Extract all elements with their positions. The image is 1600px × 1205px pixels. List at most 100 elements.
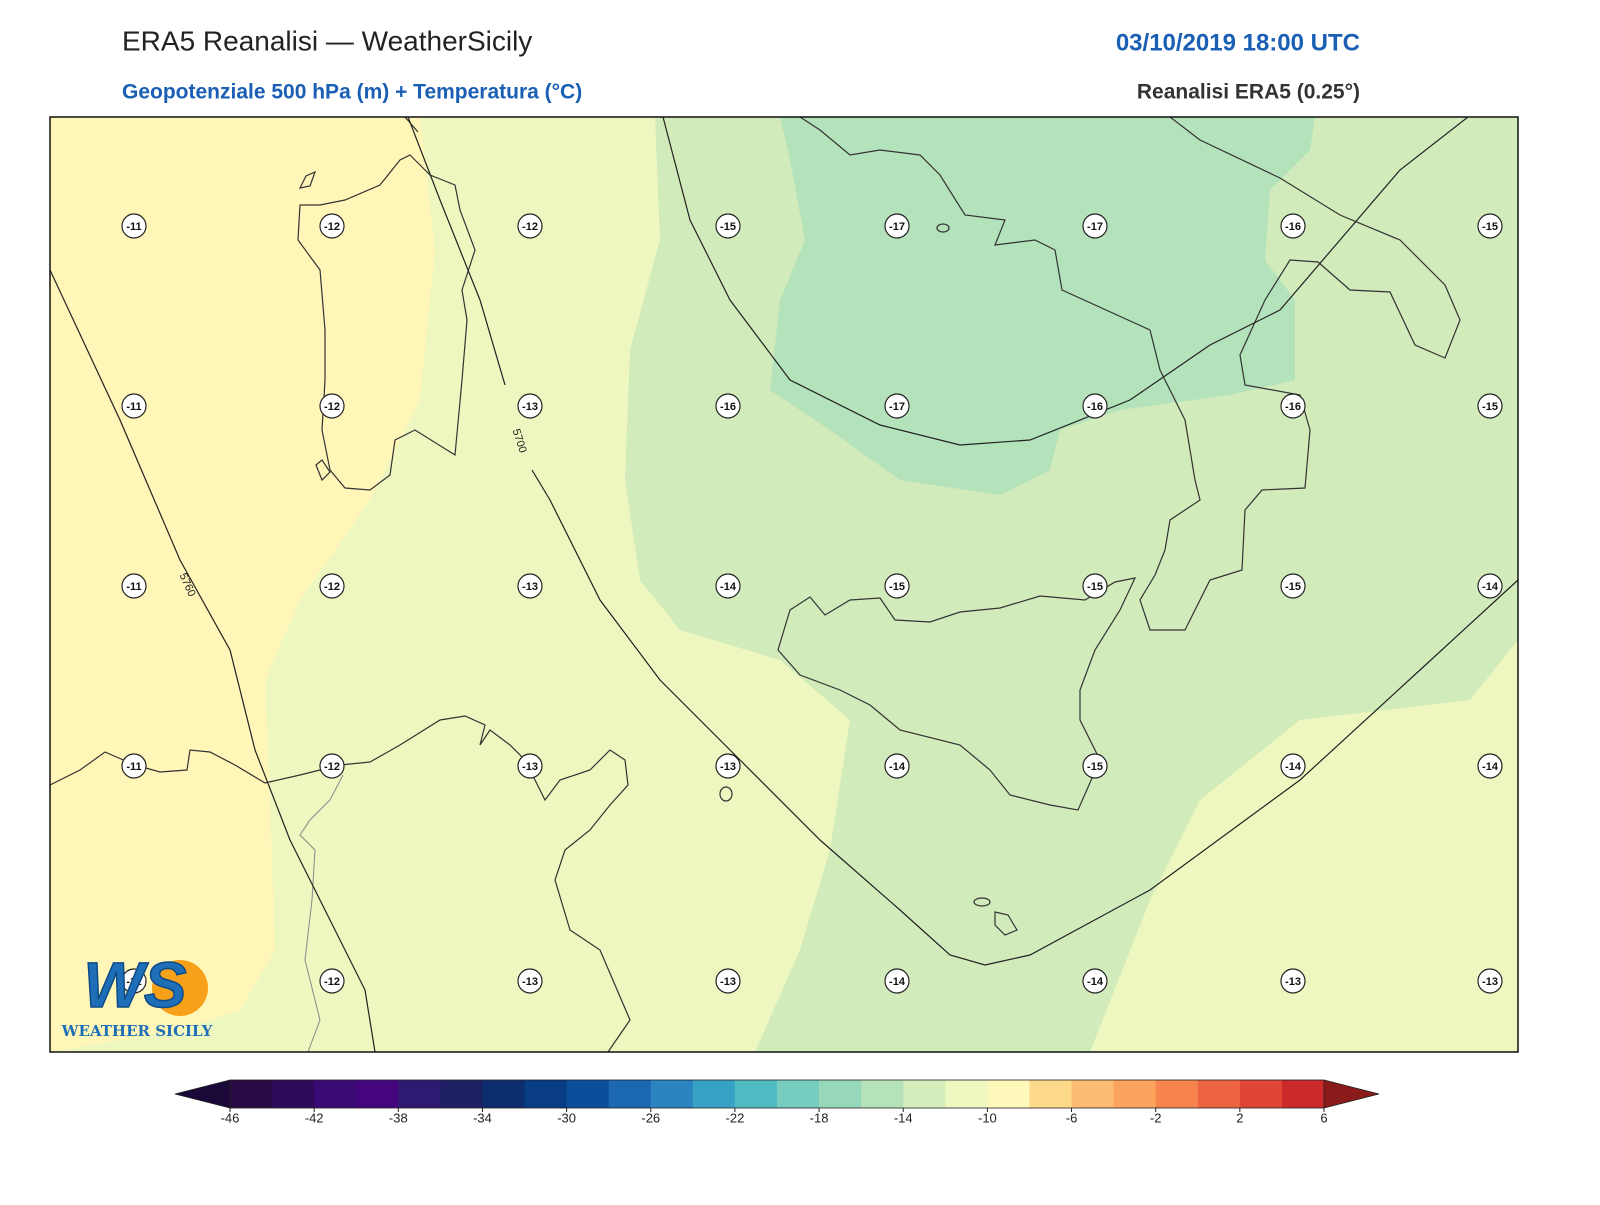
station-temp: -16 xyxy=(1285,221,1301,233)
station-temp: -17 xyxy=(889,221,905,233)
station-marker xyxy=(1082,213,1108,239)
station-temp: -11 xyxy=(126,581,141,593)
border xyxy=(299,774,344,1052)
colorbar-tick-label: -30 xyxy=(557,1110,576,1125)
colorbar-segment xyxy=(819,1080,862,1108)
colorbar-segment xyxy=(861,1080,904,1108)
station-marker xyxy=(319,753,345,779)
isohypse xyxy=(662,117,1469,446)
station-temp: -12 xyxy=(324,581,340,593)
colorbar-segment xyxy=(777,1080,820,1108)
station-temp: -12 xyxy=(324,976,340,988)
colorbar-tick-label: -18 xyxy=(810,1110,829,1125)
station-temp: -15 xyxy=(1087,581,1103,593)
station-marker xyxy=(517,213,543,239)
station-temp: -13 xyxy=(522,581,538,593)
colorbar-segment xyxy=(1029,1080,1073,1108)
stations: -11 -12 -12 -15 -17 -17 -16 -15 -11 -12 -13 -16 -17 -… xyxy=(121,213,1503,994)
station-marker xyxy=(517,393,543,419)
station-marker xyxy=(1477,968,1503,994)
colorbar-tick-label: -38 xyxy=(389,1110,408,1125)
datetime: 03/10/2019 18:00 UTC xyxy=(1116,29,1360,56)
station-temp: -16 xyxy=(720,401,736,413)
station-temp: -14 xyxy=(889,976,906,988)
station-temp: -15 xyxy=(889,581,905,593)
station-marker xyxy=(1477,573,1503,599)
logo-text: WEATHER SICILY xyxy=(61,1022,213,1040)
colorbar-tick-label: 2 xyxy=(1236,1110,1243,1125)
station-marker xyxy=(1477,213,1503,239)
station-marker xyxy=(1280,213,1306,239)
colorbar-frame xyxy=(229,1079,1325,1109)
colorbar-extend xyxy=(174,1079,231,1109)
station-temp: -17 xyxy=(1087,221,1103,233)
coastline xyxy=(777,577,1137,811)
map-frame xyxy=(49,116,1519,1053)
station-marker xyxy=(1280,393,1306,419)
logo-sun xyxy=(152,960,208,1016)
station-temp: -12 xyxy=(324,761,340,773)
station-marker xyxy=(884,753,910,779)
colorbar-segment xyxy=(398,1080,441,1108)
colorbar-segment xyxy=(230,1080,273,1108)
station-marker xyxy=(121,213,147,239)
colorbar-tick-label: -2 xyxy=(1150,1110,1162,1125)
island xyxy=(719,786,733,802)
coastline xyxy=(799,117,1461,631)
colorbar-segment xyxy=(1197,1080,1241,1108)
station-temp: -14 xyxy=(1087,976,1104,988)
colorbar-segment xyxy=(1113,1080,1157,1108)
colorbar-segment xyxy=(1281,1080,1325,1108)
station-temp: -14 xyxy=(1482,761,1499,773)
colorbar-segment xyxy=(314,1080,357,1108)
station-marker xyxy=(1082,573,1108,599)
station-temp: -15 xyxy=(1482,401,1498,413)
station-marker xyxy=(121,573,147,599)
station-marker xyxy=(121,968,147,994)
station-temp: -15 xyxy=(1285,581,1301,593)
source: Reanalisi ERA5 (0.25°) xyxy=(1137,81,1360,104)
logo: WS WEATHER SICILY xyxy=(61,948,213,1040)
station-temp: -14 xyxy=(720,581,737,593)
coastline xyxy=(50,715,631,1052)
station-marker xyxy=(1082,968,1108,994)
logo-mark: WS xyxy=(83,949,186,1021)
station-temp: -15 xyxy=(720,221,736,233)
subtitle: Geopotenziale 500 hPa (m) + Temperatura … xyxy=(122,81,582,104)
station-marker xyxy=(517,753,543,779)
coastline xyxy=(297,154,476,491)
colorbar-tick-label: -6 xyxy=(1066,1110,1078,1125)
colorbar-segment xyxy=(987,1080,1030,1108)
station-temp: -11 xyxy=(126,401,141,413)
title: ERA5 Reanalisi — WeatherSicily xyxy=(122,25,532,56)
station-marker xyxy=(884,968,910,994)
station-marker xyxy=(121,393,147,419)
station-marker xyxy=(715,573,741,599)
station-temp: -13 xyxy=(522,401,538,413)
station-temp: -17 xyxy=(889,401,905,413)
colorbar-segment xyxy=(903,1080,946,1108)
map: -11 -12 -12 -15 -17 -17 -16 -15 -11 -12 -13 -16 -17 -… xyxy=(50,117,1518,1052)
station-marker xyxy=(1477,393,1503,419)
station-marker xyxy=(517,968,543,994)
island xyxy=(994,911,1018,936)
station-marker xyxy=(319,573,345,599)
colorbar-segment xyxy=(524,1080,568,1108)
colorbar-extend xyxy=(1323,1079,1380,1109)
station-temp: -16 xyxy=(1285,401,1301,413)
station-marker xyxy=(1280,573,1306,599)
colorbar-segment xyxy=(650,1080,694,1108)
colorbar: -46 -42 -38 -34 -30 -26 -22 -18 -14 -10 -6 -2 2 6 xyxy=(174,1079,1380,1125)
colorbar-tick-label: -46 xyxy=(221,1110,240,1125)
colorbar-segment xyxy=(440,1080,483,1108)
station-marker xyxy=(715,968,741,994)
colorbar-segment xyxy=(566,1080,610,1108)
colorbar-segment xyxy=(1239,1080,1283,1108)
station-marker xyxy=(517,573,543,599)
station-marker xyxy=(319,968,345,994)
station-marker xyxy=(319,393,345,419)
station-temp: -14 xyxy=(1285,761,1302,773)
colorbar-tick-label: -42 xyxy=(305,1110,324,1125)
station-marker xyxy=(715,393,741,419)
